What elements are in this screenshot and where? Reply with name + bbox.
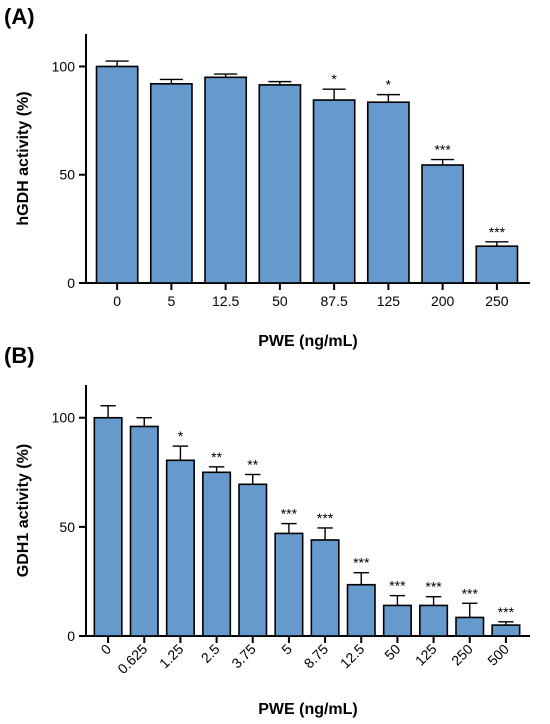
significance-label: *** — [489, 224, 506, 240]
panel-a: (A) 0 50 100 0 5 12.5 50 * 87.5 * 125 *** 200 *** 250 PW… — [4, 4, 530, 350]
x-tick-label: 1.25 — [156, 641, 187, 672]
significance-label: *** — [389, 578, 406, 594]
bar — [149, 83, 193, 284]
bar — [421, 164, 465, 284]
y-tick-label: 100 — [52, 58, 76, 74]
x-tick-label: 2.5 — [198, 641, 223, 666]
y-axis-title: hGDH activity (%) — [15, 91, 32, 225]
significance-label: *** — [498, 604, 515, 620]
x-tick-label: 50 — [381, 641, 403, 663]
bar — [129, 425, 159, 637]
significance-label: *** — [434, 142, 451, 158]
bar — [455, 616, 485, 637]
panel-label: (A) — [4, 4, 35, 29]
x-tick-label: 0 — [97, 641, 114, 658]
bar — [274, 532, 304, 637]
x-tick-label: 5 — [167, 293, 175, 309]
bar — [93, 416, 123, 637]
bar — [366, 101, 410, 284]
x-tick-label: 12.5 — [212, 293, 239, 309]
bar — [382, 604, 412, 637]
significance-label: ** — [247, 456, 258, 472]
bar — [202, 471, 232, 637]
significance-label: *** — [317, 510, 334, 526]
significance-label: * — [386, 77, 392, 93]
significance-label: *** — [462, 585, 479, 601]
bar — [204, 76, 248, 284]
x-tick-label: 125 — [412, 641, 440, 669]
x-tick-label: 3.75 — [228, 641, 259, 672]
significance-label: * — [178, 428, 184, 444]
bar — [491, 624, 521, 637]
x-tick-label: 250 — [448, 641, 476, 669]
panel-label: (B) — [4, 343, 35, 368]
y-tick-label: 100 — [52, 410, 76, 426]
bar — [258, 84, 302, 284]
y-axis-title: GDH1 activity (%) — [15, 444, 32, 577]
x-tick-label: 5 — [278, 641, 295, 658]
bar — [312, 99, 356, 284]
bar — [95, 65, 139, 284]
x-tick-label: 200 — [431, 293, 455, 309]
x-tick-label: 8.75 — [301, 641, 332, 672]
bar — [475, 245, 519, 284]
x-tick-label: 0.625 — [114, 641, 150, 677]
significance-label: *** — [281, 506, 298, 522]
y-tick-label: 50 — [59, 519, 75, 535]
bar — [346, 583, 376, 637]
x-tick-label: 50 — [272, 293, 288, 309]
x-tick-label: 12.5 — [337, 641, 368, 672]
y-tick-label: 0 — [67, 275, 75, 291]
significance-label: * — [331, 71, 337, 87]
x-tick-label: 87.5 — [321, 293, 348, 309]
bar — [165, 459, 195, 637]
x-tick-label: 250 — [485, 293, 509, 309]
x-axis-title: PWE (ng/mL) — [258, 701, 358, 718]
bar — [419, 604, 449, 637]
x-tick-label: 500 — [484, 641, 512, 669]
bar — [238, 483, 268, 637]
significance-label: ** — [211, 449, 222, 465]
x-axis-title: PWE (ng/mL) — [258, 333, 358, 350]
y-tick-label: 50 — [59, 167, 75, 183]
significance-label: *** — [425, 579, 442, 595]
significance-label: *** — [353, 555, 370, 571]
x-tick-label: 0 — [113, 293, 121, 309]
y-tick-label: 0 — [67, 628, 75, 644]
bar — [310, 539, 340, 637]
x-tick-label: 125 — [377, 293, 401, 309]
